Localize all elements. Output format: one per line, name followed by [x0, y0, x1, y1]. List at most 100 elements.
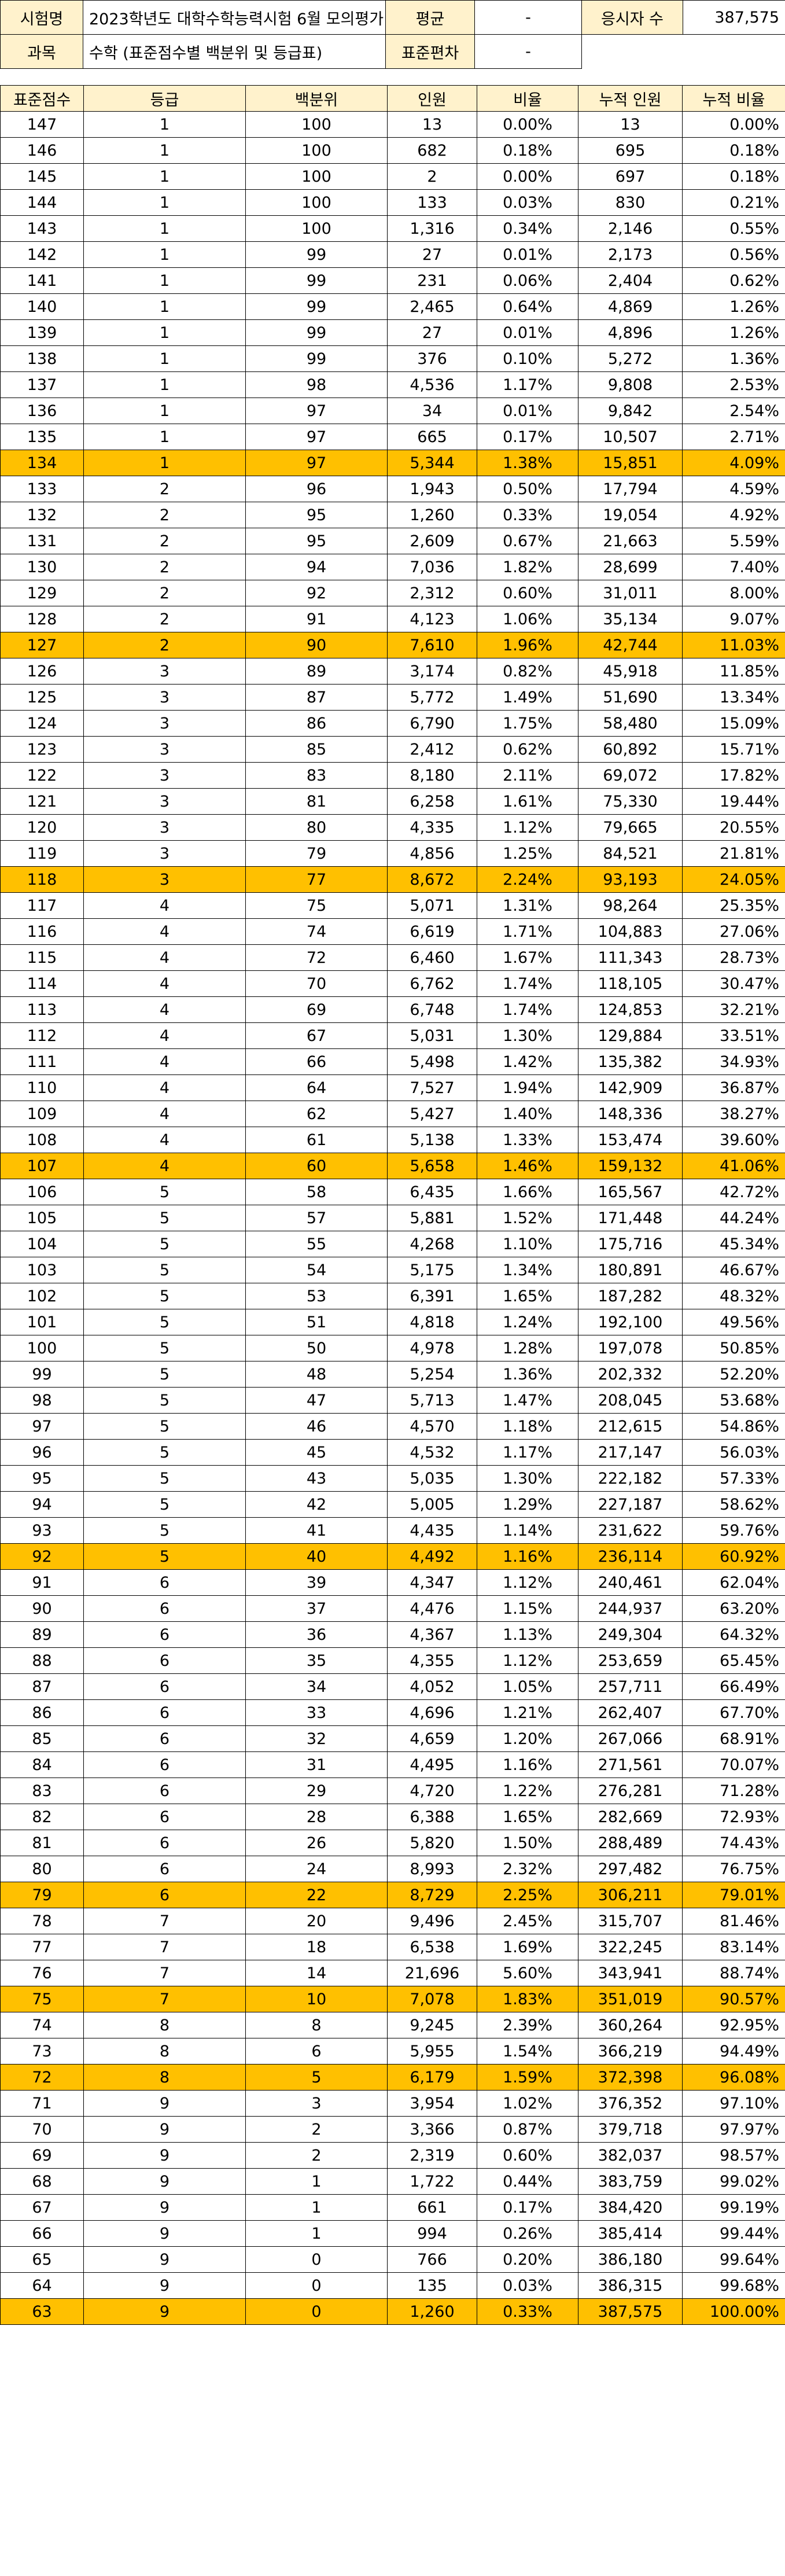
cell-ratio: 1.12% [477, 1569, 578, 1596]
cell-percentile: 92 [245, 580, 388, 606]
cell-cumulative-count: 13 [578, 111, 683, 138]
cell-standard-score: 115 [0, 944, 84, 971]
cell-standard-score: 109 [0, 1101, 84, 1127]
cell-percentile: 2 [245, 2142, 388, 2169]
cell-percentile: 77 [245, 866, 388, 893]
cell-ratio: 1.24% [477, 1309, 578, 1335]
cell-cumulative-ratio: 99.19% [682, 2194, 785, 2221]
cell-standard-score: 130 [0, 554, 84, 580]
table-row: 81 6 26 5,820 1.50% 288,489 74.43% [0, 1830, 785, 1856]
cell-cumulative-ratio: 19.44% [682, 788, 785, 815]
cell-percentile: 83 [245, 762, 388, 789]
cell-grade: 6 [83, 1882, 246, 1908]
cell-grade: 9 [83, 2116, 246, 2143]
cell-count: 6,258 [387, 788, 477, 815]
cell-grade: 1 [83, 293, 246, 320]
header-cumulative-count: 누적 인원 [578, 85, 683, 112]
cell-ratio: 0.03% [477, 2272, 578, 2299]
cell-count: 7,036 [387, 554, 477, 580]
cell-cumulative-ratio: 0.56% [682, 241, 785, 268]
table-row: 80 6 24 8,993 2.32% 297,482 76.75% [0, 1856, 785, 1882]
cell-cumulative-ratio: 74.43% [682, 1830, 785, 1856]
cell-cumulative-count: 15,851 [578, 450, 683, 476]
cell-percentile: 74 [245, 918, 388, 945]
cell-count: 1,943 [387, 476, 477, 502]
cell-percentile: 43 [245, 1465, 388, 1492]
table-row: 74 8 8 9,245 2.39% 360,264 92.95% [0, 2012, 785, 2038]
cell-grade: 2 [83, 580, 246, 606]
cell-count: 8,672 [387, 866, 477, 893]
cell-cumulative-ratio: 34.93% [682, 1048, 785, 1075]
header-grade: 등급 [83, 85, 246, 112]
cell-grade: 6 [83, 1569, 246, 1596]
cell-count: 4,856 [387, 840, 477, 867]
cell-count: 3,954 [387, 2090, 477, 2117]
table-row: 129 2 92 2,312 0.60% 31,011 8.00% [0, 580, 785, 606]
table-row: 70 9 2 3,366 0.87% 379,718 97.97% [0, 2116, 785, 2143]
cell-count: 4,570 [387, 1413, 477, 1440]
cell-percentile: 1 [245, 2168, 388, 2195]
cell-count: 4,978 [387, 1335, 477, 1361]
cell-count: 4,052 [387, 1673, 477, 1700]
cell-count: 2,412 [387, 736, 477, 763]
cell-percentile: 14 [245, 1960, 388, 1986]
cell-percentile: 80 [245, 814, 388, 841]
cell-cumulative-count: 31,011 [578, 580, 683, 606]
cell-percentile: 46 [245, 1413, 388, 1440]
table-row: 132 2 95 1,260 0.33% 19,054 4.92% [0, 502, 785, 528]
exam-info-row: 시험명 2023학년도 대학수학능력시험 6월 모의평가 평균 - 응시자 수 … [0, 0, 785, 35]
cell-standard-score: 120 [0, 814, 84, 841]
cell-percentile: 66 [245, 1048, 388, 1075]
cell-cumulative-count: 360,264 [578, 2012, 683, 2038]
cell-cumulative-count: 231,622 [578, 1517, 683, 1544]
cell-cumulative-count: 180,891 [578, 1257, 683, 1283]
table-row-grade-cutoff: 72 8 5 6,179 1.59% 372,398 96.08% [0, 2064, 785, 2091]
cell-cumulative-count: 58,480 [578, 710, 683, 737]
cell-ratio: 1.06% [477, 606, 578, 632]
cell-count: 5,498 [387, 1048, 477, 1075]
cell-cumulative-ratio: 98.57% [682, 2142, 785, 2169]
cell-cumulative-ratio: 66.49% [682, 1673, 785, 1700]
table-row: 64 9 0 135 0.03% 386,315 99.68% [0, 2272, 785, 2299]
mean-value: - [474, 0, 582, 35]
cell-count: 5,427 [387, 1101, 477, 1127]
cell-ratio: 1.75% [477, 710, 578, 737]
cell-cumulative-count: 322,245 [578, 1934, 683, 1960]
cell-standard-score: 113 [0, 996, 84, 1023]
cell-grade: 6 [83, 1621, 246, 1648]
cell-count: 5,035 [387, 1465, 477, 1492]
cell-ratio: 1.38% [477, 450, 578, 476]
cell-ratio: 1.42% [477, 1048, 578, 1075]
cell-cumulative-count: 366,219 [578, 2038, 683, 2065]
table-header-row: 표준점수 등급 백분위 인원 비율 누적 인원 누적 비율 [0, 85, 785, 112]
cell-percentile: 72 [245, 944, 388, 971]
cell-percentile: 48 [245, 1361, 388, 1388]
cell-ratio: 1.17% [477, 371, 578, 398]
cell-count: 8,993 [387, 1856, 477, 1882]
cell-cumulative-ratio: 49.56% [682, 1309, 785, 1335]
cell-percentile: 32 [245, 1725, 388, 1752]
cell-ratio: 1.28% [477, 1335, 578, 1361]
cell-grade: 3 [83, 840, 246, 867]
cell-grade: 6 [83, 1699, 246, 1726]
cell-standard-score: 117 [0, 892, 84, 919]
cell-count: 1,260 [387, 2298, 477, 2325]
cell-cumulative-count: 118,105 [578, 970, 683, 997]
cell-standard-score: 90 [0, 1595, 84, 1622]
cell-standard-score: 144 [0, 189, 84, 216]
cell-ratio: 1.31% [477, 892, 578, 919]
cell-count: 4,495 [387, 1751, 477, 1778]
cell-percentile: 1 [245, 2220, 388, 2247]
cell-ratio: 1.40% [477, 1101, 578, 1127]
exam-name-label: 시험명 [0, 0, 83, 35]
table-row-grade-cutoff: 63 9 0 1,260 0.33% 387,575 100.00% [0, 2298, 785, 2325]
cell-standard-score: 128 [0, 606, 84, 632]
cell-standard-score: 112 [0, 1022, 84, 1049]
cell-percentile: 90 [245, 632, 388, 658]
table-row: 117 4 75 5,071 1.31% 98,264 25.35% [0, 892, 785, 919]
cell-cumulative-ratio: 68.91% [682, 1725, 785, 1752]
table-row: 86 6 33 4,696 1.21% 262,407 67.70% [0, 1699, 785, 1726]
cell-ratio: 1.30% [477, 1465, 578, 1492]
cell-cumulative-count: 2,404 [578, 267, 683, 294]
cell-cumulative-ratio: 45.34% [682, 1231, 785, 1257]
